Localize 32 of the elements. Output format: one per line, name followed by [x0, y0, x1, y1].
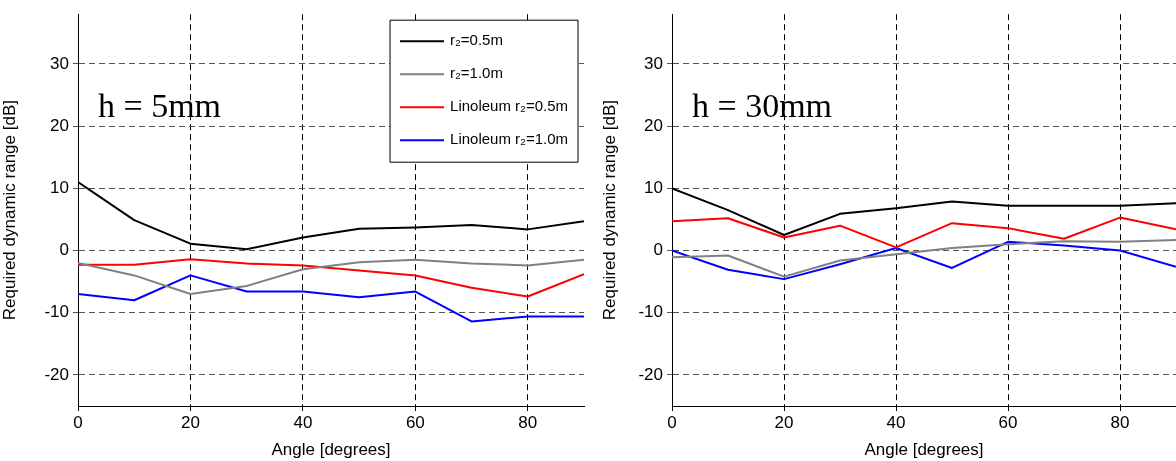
annotation: h = 30mm [692, 87, 833, 125]
y-tick-label: 10 [50, 178, 69, 198]
x-tick-label: 20 [180, 412, 200, 432]
y-tick-label: 30 [50, 53, 69, 73]
y-tick-label: -20 [44, 364, 69, 384]
y-axis-title: Required dynamic range [dB] [599, 100, 619, 321]
x-axis-title: Angle [degrees] [271, 440, 391, 460]
legend-label: r₂=1.0m [450, 64, 503, 82]
x-axis-title: Angle [degrees] [864, 440, 984, 460]
x-tick-label: 0 [73, 412, 83, 432]
x-tick-label: 80 [1110, 412, 1130, 432]
y-tick-label: 30 [644, 53, 663, 73]
x-tick-label: 60 [998, 412, 1018, 432]
legend-label: Linoleum r₂=0.5m [450, 97, 568, 115]
legend-label: r₂=0.5m [450, 31, 503, 49]
legend-label: Linoleum r₂=1.0m [450, 130, 568, 148]
y-tick-label: 0 [59, 240, 69, 260]
y-tick-label: -10 [44, 302, 69, 322]
y-tick-label: 20 [644, 115, 663, 135]
x-tick-label: 0 [667, 412, 677, 432]
x-tick-label: 40 [293, 412, 313, 432]
y-tick-label: 20 [50, 115, 69, 135]
y-tick-label: 10 [644, 178, 663, 198]
y-axis-title: Required dynamic range [dB] [0, 100, 19, 321]
y-tick-label: -10 [638, 302, 663, 322]
y-tick-label: 0 [653, 240, 663, 260]
x-tick-label: 40 [886, 412, 906, 432]
x-tick-label: 20 [774, 412, 794, 432]
x-tick-label: 80 [518, 412, 538, 432]
x-tick-label: 60 [405, 412, 425, 432]
annotation: h = 5mm [98, 87, 222, 125]
y-tick-label: -20 [638, 364, 663, 384]
